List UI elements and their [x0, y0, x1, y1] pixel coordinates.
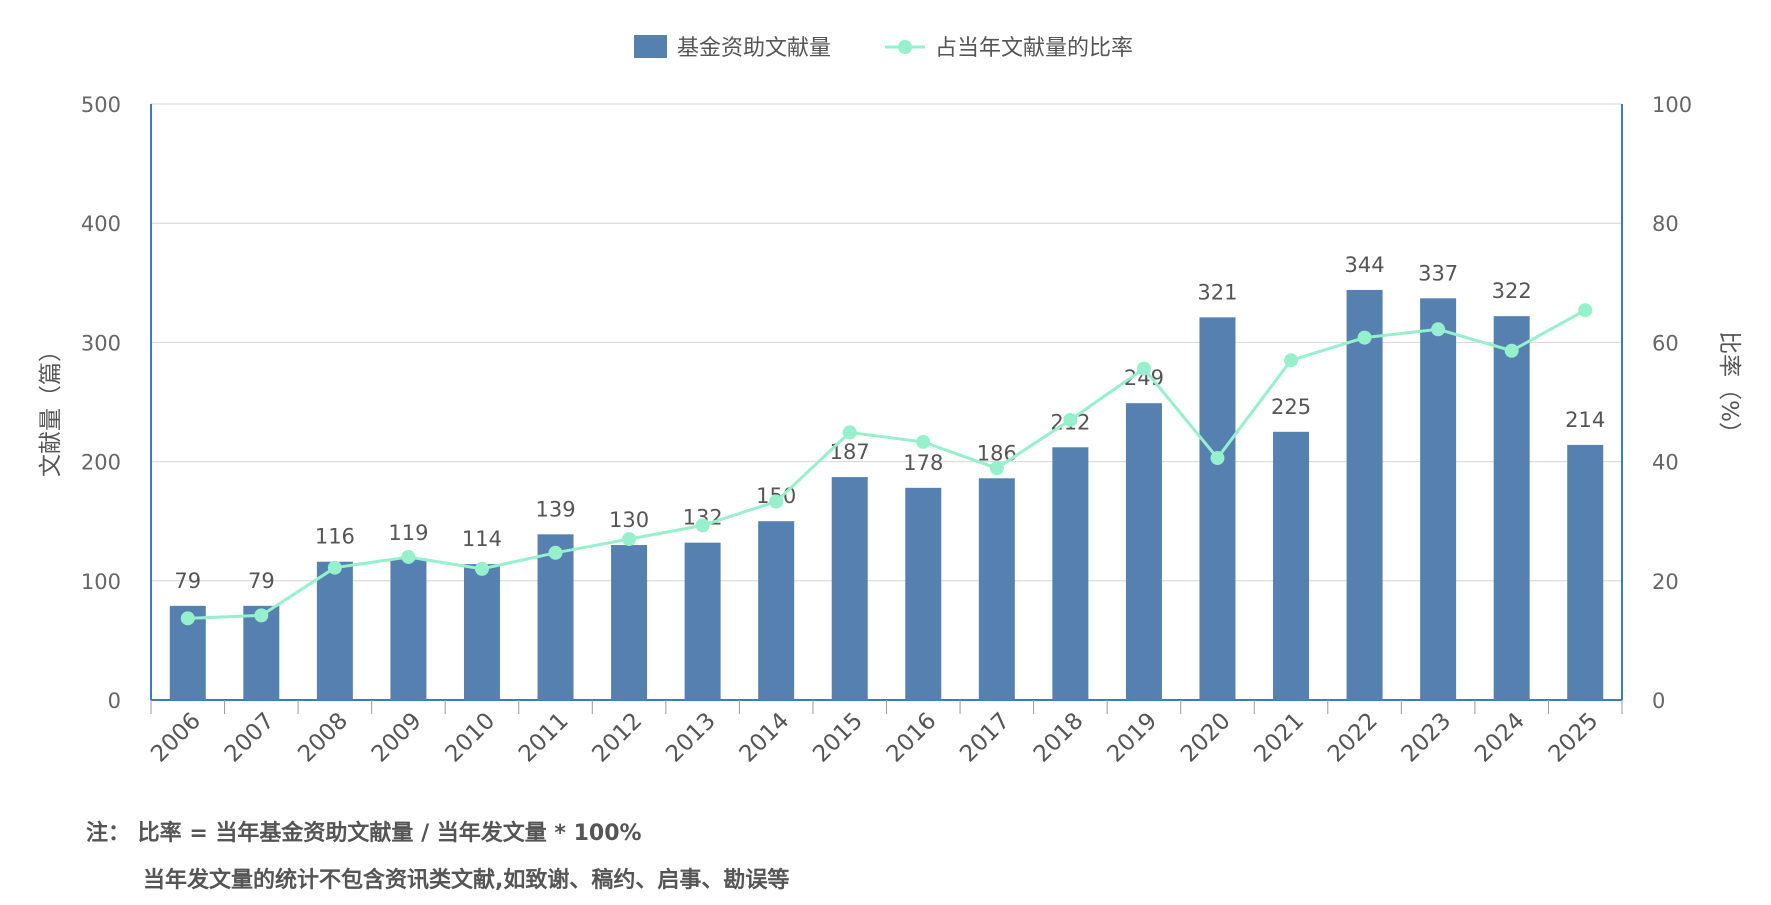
ratio-line — [187, 308, 1586, 620]
ratio-point — [1136, 361, 1151, 376]
bar-value-label: 139 — [535, 497, 575, 521]
ratio-point — [1504, 343, 1519, 358]
bar — [1052, 447, 1089, 700]
ratio-point — [474, 561, 489, 576]
x-tick-label: 2012 — [588, 708, 648, 768]
bar — [611, 545, 648, 700]
x-tick-label: 2020 — [1176, 708, 1236, 768]
ratio-point — [1578, 303, 1593, 318]
x-tick-label: 2024 — [1470, 708, 1530, 768]
x-tick-label: 2016 — [882, 708, 942, 768]
legend-label-bar: 基金资助文献量 — [677, 36, 831, 61]
ratio-point — [989, 461, 1004, 476]
legend-label-line: 占当年文献量的比率 — [935, 36, 1133, 61]
bar-value-label: 214 — [1565, 408, 1605, 432]
ratio-point — [842, 425, 857, 440]
ratio-point — [622, 532, 637, 547]
bar — [316, 561, 353, 700]
bar-value-label: 321 — [1197, 280, 1237, 304]
bar — [684, 542, 721, 700]
bar — [1125, 403, 1162, 700]
y-right-tick-label: 60 — [1652, 331, 1679, 355]
bar-value-label: 79 — [174, 569, 201, 593]
bar — [831, 477, 868, 700]
y-left-tick-label: 100 — [81, 570, 121, 594]
y-left-tick-label: 500 — [81, 93, 121, 117]
x-tick-label: 2008 — [293, 708, 353, 768]
bar — [758, 521, 795, 700]
ratio-point — [548, 545, 563, 560]
y-right-tick-label: 100 — [1652, 93, 1692, 117]
y-right-tick-label: 40 — [1652, 451, 1679, 475]
x-tick-label: 2017 — [955, 708, 1015, 768]
y-right-tick-label: 80 — [1652, 212, 1679, 236]
x-tick-label: 2009 — [367, 708, 427, 768]
bar-value-label: 337 — [1418, 261, 1458, 285]
ratio-point — [769, 494, 784, 509]
y-right-axis-title: 比率（%） — [1716, 331, 1742, 445]
ratio-point — [695, 518, 710, 533]
y-right-tick-label: 0 — [1652, 689, 1665, 713]
x-tick-label: 2011 — [514, 708, 574, 768]
x-tick-label: 2007 — [220, 708, 280, 768]
bar — [978, 478, 1015, 700]
x-tick-label: 2018 — [1029, 708, 1089, 768]
bar — [1567, 444, 1604, 700]
ratio-point — [401, 549, 416, 564]
x-tick-label: 2014 — [735, 708, 795, 768]
x-tick-label: 2015 — [808, 708, 868, 768]
legend-swatch-line-marker — [898, 40, 912, 54]
bar-value-label: 344 — [1345, 253, 1385, 277]
bar — [1273, 431, 1310, 700]
x-tick-label: 2025 — [1544, 708, 1604, 768]
bar — [390, 558, 427, 700]
ratio-point — [1357, 330, 1372, 345]
bar — [1346, 289, 1383, 700]
bar-value-label: 116 — [315, 525, 355, 549]
y-left-tick-label: 0 — [108, 689, 121, 713]
bar — [463, 564, 500, 700]
x-tick-label: 2006 — [146, 708, 206, 768]
y-left-axis-title: 文献量（篇） — [38, 339, 64, 477]
y-left-tick-label: 200 — [81, 451, 121, 475]
footnote-formula: 注： 比率 = 当年基金资助文献量 / 当年发文量 * 100% — [86, 821, 642, 846]
legend-swatch-bar — [634, 35, 667, 58]
ratio-point — [1431, 322, 1446, 337]
y-left-tick-label: 400 — [81, 212, 121, 236]
x-tick-label: 2022 — [1323, 708, 1383, 768]
bar-value-label: 119 — [388, 521, 428, 545]
bar — [1493, 316, 1530, 700]
ratio-point — [254, 608, 269, 623]
x-tick-label: 2021 — [1249, 708, 1309, 768]
bar — [537, 534, 574, 700]
bar — [1420, 298, 1457, 700]
ratio-point — [1063, 412, 1078, 427]
ratio-point — [327, 560, 342, 575]
ratio-point — [180, 611, 195, 626]
bar-value-label: 225 — [1271, 395, 1311, 419]
x-tick-label: 2023 — [1397, 708, 1457, 768]
x-tick-label: 2019 — [1102, 708, 1162, 768]
bar-value-label: 322 — [1492, 279, 1532, 303]
y-right-tick-label: 20 — [1652, 570, 1679, 594]
bar-value-label: 130 — [609, 508, 649, 532]
ratio-point — [1210, 451, 1225, 466]
bar-value-label: 79 — [248, 569, 275, 593]
x-tick-label: 2010 — [440, 708, 500, 768]
x-tick-label: 2013 — [661, 708, 721, 768]
footnote-exclusions: 当年发文量的统计不包含资讯类文献,如致谢、稿约、启事、勘误等 — [143, 868, 790, 893]
bar — [905, 487, 942, 700]
bar-value-label: 178 — [903, 451, 943, 475]
ratio-point — [1284, 353, 1299, 368]
bar — [1199, 317, 1236, 700]
bar-value-label: 114 — [462, 527, 502, 551]
ratio-point — [916, 434, 931, 449]
y-left-tick-label: 300 — [81, 331, 121, 355]
